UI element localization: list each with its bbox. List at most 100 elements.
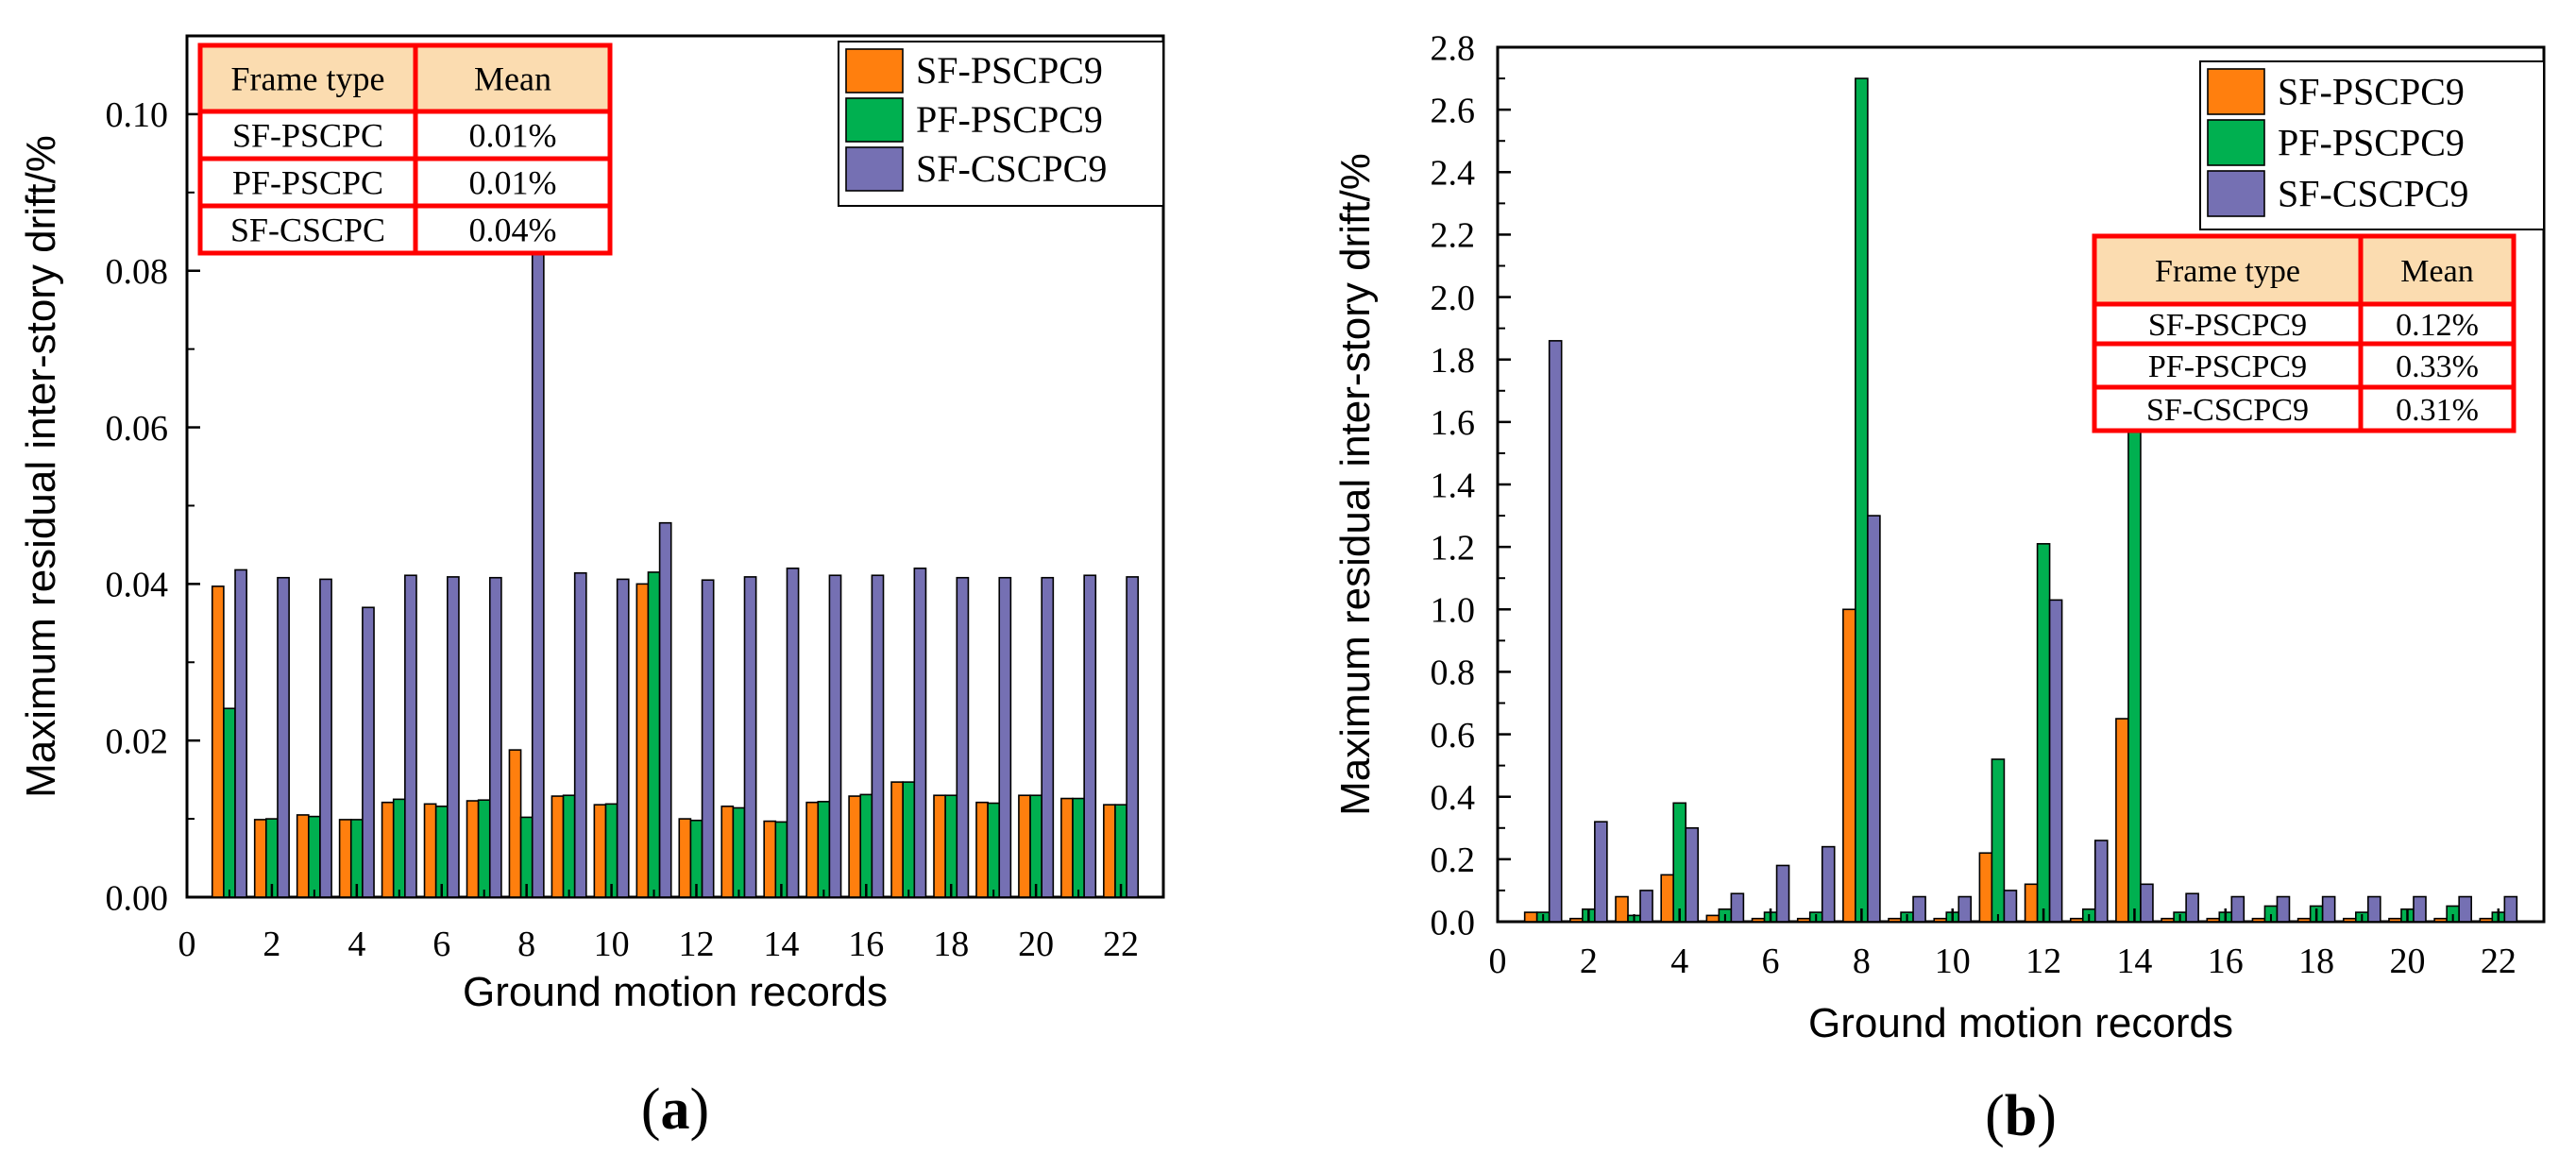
bar-sf-cscpc9-record-16 xyxy=(871,574,885,898)
y-tick-label: 0.2 xyxy=(1431,840,1476,880)
bar-pf-pscpc9-record-11 xyxy=(647,571,661,898)
bar-sf-pscpc9-record-4 xyxy=(1660,874,1674,923)
bar-sf-pscpc9-record-3 xyxy=(296,814,310,898)
y-axis: 0.0 0.2 0.4 0.6 0.8 1.0 1.2 1.4 1.6 1.8 2.0 2.2 2.4 2… xyxy=(1431,28,1511,942)
table-cell-text: SF-PSCPC xyxy=(232,117,383,155)
bar-sf-pscpc9-record-7 xyxy=(1796,917,1811,923)
table-header-cell xyxy=(2358,233,2517,307)
bar-sf-cscpc9-record-12 xyxy=(2048,599,2063,923)
bar-sf-pscpc9-record-2 xyxy=(1569,917,1584,923)
bar-sf-pscpc9-record-7 xyxy=(466,800,480,898)
bar-sf-pscpc9-record-3 xyxy=(1615,895,1629,923)
bar-pf-pscpc9-record-12 xyxy=(2036,543,2051,923)
bar-sf-cscpc9-record-19 xyxy=(998,576,1012,898)
bar-pf-pscpc9-record-1 xyxy=(223,707,236,898)
x-tick-label: 6 xyxy=(1762,942,1780,981)
bar-sf-pscpc9-record-5 xyxy=(1705,914,1720,923)
bar-sf-cscpc9-record-6 xyxy=(1775,864,1790,923)
bar-sf-pscpc9-record-9 xyxy=(551,795,565,898)
y-tick-label: 0.6 xyxy=(1431,716,1476,755)
bar-sf-cscpc9-record-21 xyxy=(1083,574,1097,898)
legend-label-pf-pscpc9: PF-PSCPC9 xyxy=(916,98,1103,141)
table-cell xyxy=(413,203,613,256)
bar-sf-cscpc9-record-7 xyxy=(1821,845,1836,923)
x-tick-label: 8 xyxy=(517,925,535,964)
y-tick-label: 0.10 xyxy=(106,95,169,135)
y-tick-label: 1.6 xyxy=(1431,403,1476,443)
bar-sf-pscpc9-record-13 xyxy=(2069,917,2084,923)
bar-sf-cscpc9-record-11 xyxy=(2003,890,2018,923)
bar-sf-cscpc9-record-14 xyxy=(2140,883,2154,923)
table-cell-text: PF-PSCPC xyxy=(232,164,383,202)
bar-sf-cscpc9-record-8 xyxy=(531,238,545,898)
table-cell-text: SF-PSCPC9 xyxy=(2148,308,2307,343)
table-cell-text: 0.33% xyxy=(2396,349,2479,384)
bar-sf-pscpc9-record-10 xyxy=(1933,917,1948,923)
table-header-cell xyxy=(413,42,613,114)
panel-label-letter: a xyxy=(661,1078,690,1142)
bar-sf-pscpc9-record-18 xyxy=(933,794,946,898)
legend-label-pf-pscpc9: PF-PSCPC9 xyxy=(2278,121,2465,163)
x-tick-label: 10 xyxy=(1935,942,1971,981)
x-tick-label: 18 xyxy=(2298,942,2334,981)
x-tick-label: 14 xyxy=(2116,942,2152,981)
bar-sf-pscpc9-record-1 xyxy=(1523,911,1538,923)
x-tick-label: 12 xyxy=(2025,942,2061,981)
bar-pf-pscpc9-record-19 xyxy=(987,802,1001,898)
x-tick-label: 18 xyxy=(933,925,969,964)
panel-label-close-paren: ) xyxy=(690,1078,710,1142)
bar-sf-pscpc9-record-9 xyxy=(1888,917,1902,923)
bar-sf-cscpc9-record-18 xyxy=(956,576,970,898)
bar-sf-cscpc9-record-17 xyxy=(913,567,927,898)
bar-sf-cscpc9-record-12 xyxy=(701,579,715,898)
table-cell xyxy=(2092,301,2364,347)
bar-sf-cscpc9-record-13 xyxy=(2093,840,2109,923)
bar-sf-cscpc9-record-20 xyxy=(1041,576,1055,898)
bar-sf-cscpc9-record-3 xyxy=(1639,890,1653,923)
table-cell xyxy=(2358,341,2517,390)
legend-swatch-pf-pscpc9 xyxy=(2207,119,2265,166)
table-cell xyxy=(413,156,613,209)
legend: SF-PSCPC9 PF-PSCPC9 SF-CSCPC9 xyxy=(838,41,1164,207)
bar-pf-pscpc9-record-22 xyxy=(1114,804,1127,898)
bar-sf-pscpc9-record-6 xyxy=(1751,917,1766,923)
bar-pf-pscpc9-record-18 xyxy=(944,794,958,898)
x-tick-label: 16 xyxy=(848,925,884,964)
bar-series-sf-cscpc9 xyxy=(1548,340,2518,923)
bar-sf-pscpc9-record-14 xyxy=(763,820,777,898)
bar-sf-pscpc9-record-21 xyxy=(1060,797,1074,898)
bar-pf-pscpc9-record-21 xyxy=(1072,797,1085,898)
bar-sf-cscpc9-record-7 xyxy=(488,576,502,898)
legend-label-sf-cscpc9: SF-CSCPC9 xyxy=(2278,172,2468,214)
bar-sf-pscpc9-record-21 xyxy=(2433,917,2448,923)
bar-sf-pscpc9-record-22 xyxy=(2479,917,2494,923)
legend-swatch-sf-pscpc9 xyxy=(845,48,904,93)
bar-sf-pscpc9-record-8 xyxy=(508,749,522,898)
bar-sf-pscpc9-record-11 xyxy=(1978,852,1993,923)
bar-sf-pscpc9-record-1 xyxy=(211,586,225,898)
bar-pf-pscpc9-record-14 xyxy=(2127,389,2142,923)
y-tick-label: 0.00 xyxy=(106,878,169,918)
bar-sf-pscpc9-record-16 xyxy=(2206,917,2221,923)
x-tick-label: 20 xyxy=(2389,942,2425,981)
table-cell xyxy=(413,109,613,161)
x-tick-label: 8 xyxy=(1853,942,1871,981)
bar-sf-cscpc9-record-22 xyxy=(1126,576,1140,898)
y-tick-label: 0.4 xyxy=(1431,778,1476,818)
bar-sf-cscpc9-record-20 xyxy=(2413,895,2427,923)
y-axis: 0.00 0.02 0.04 0.06 0.08 0.10 xyxy=(106,95,200,918)
bar-sf-pscpc9-record-12 xyxy=(2024,883,2039,923)
x-tick-label: 14 xyxy=(763,925,799,964)
y-tick-label: 2.6 xyxy=(1431,91,1476,130)
y-tick-label: 1.8 xyxy=(1431,341,1476,381)
legend: SF-PSCPC9 PF-PSCPC9 SF-CSCPC9 xyxy=(2199,60,2545,230)
table-header-text: Frame type xyxy=(231,60,385,98)
bar-sf-pscpc9-record-20 xyxy=(2388,917,2402,923)
bar-pf-pscpc9-record-11 xyxy=(1991,758,2006,923)
legend-swatch-pf-pscpc9 xyxy=(845,97,904,143)
bar-sf-pscpc9-record-2 xyxy=(253,819,267,898)
x-tick-label: 22 xyxy=(2481,942,2517,981)
x-tick-label: 0 xyxy=(178,925,196,964)
x-axis-label: Ground motion records xyxy=(463,969,888,1015)
bar-pf-pscpc9-record-13 xyxy=(732,806,746,898)
